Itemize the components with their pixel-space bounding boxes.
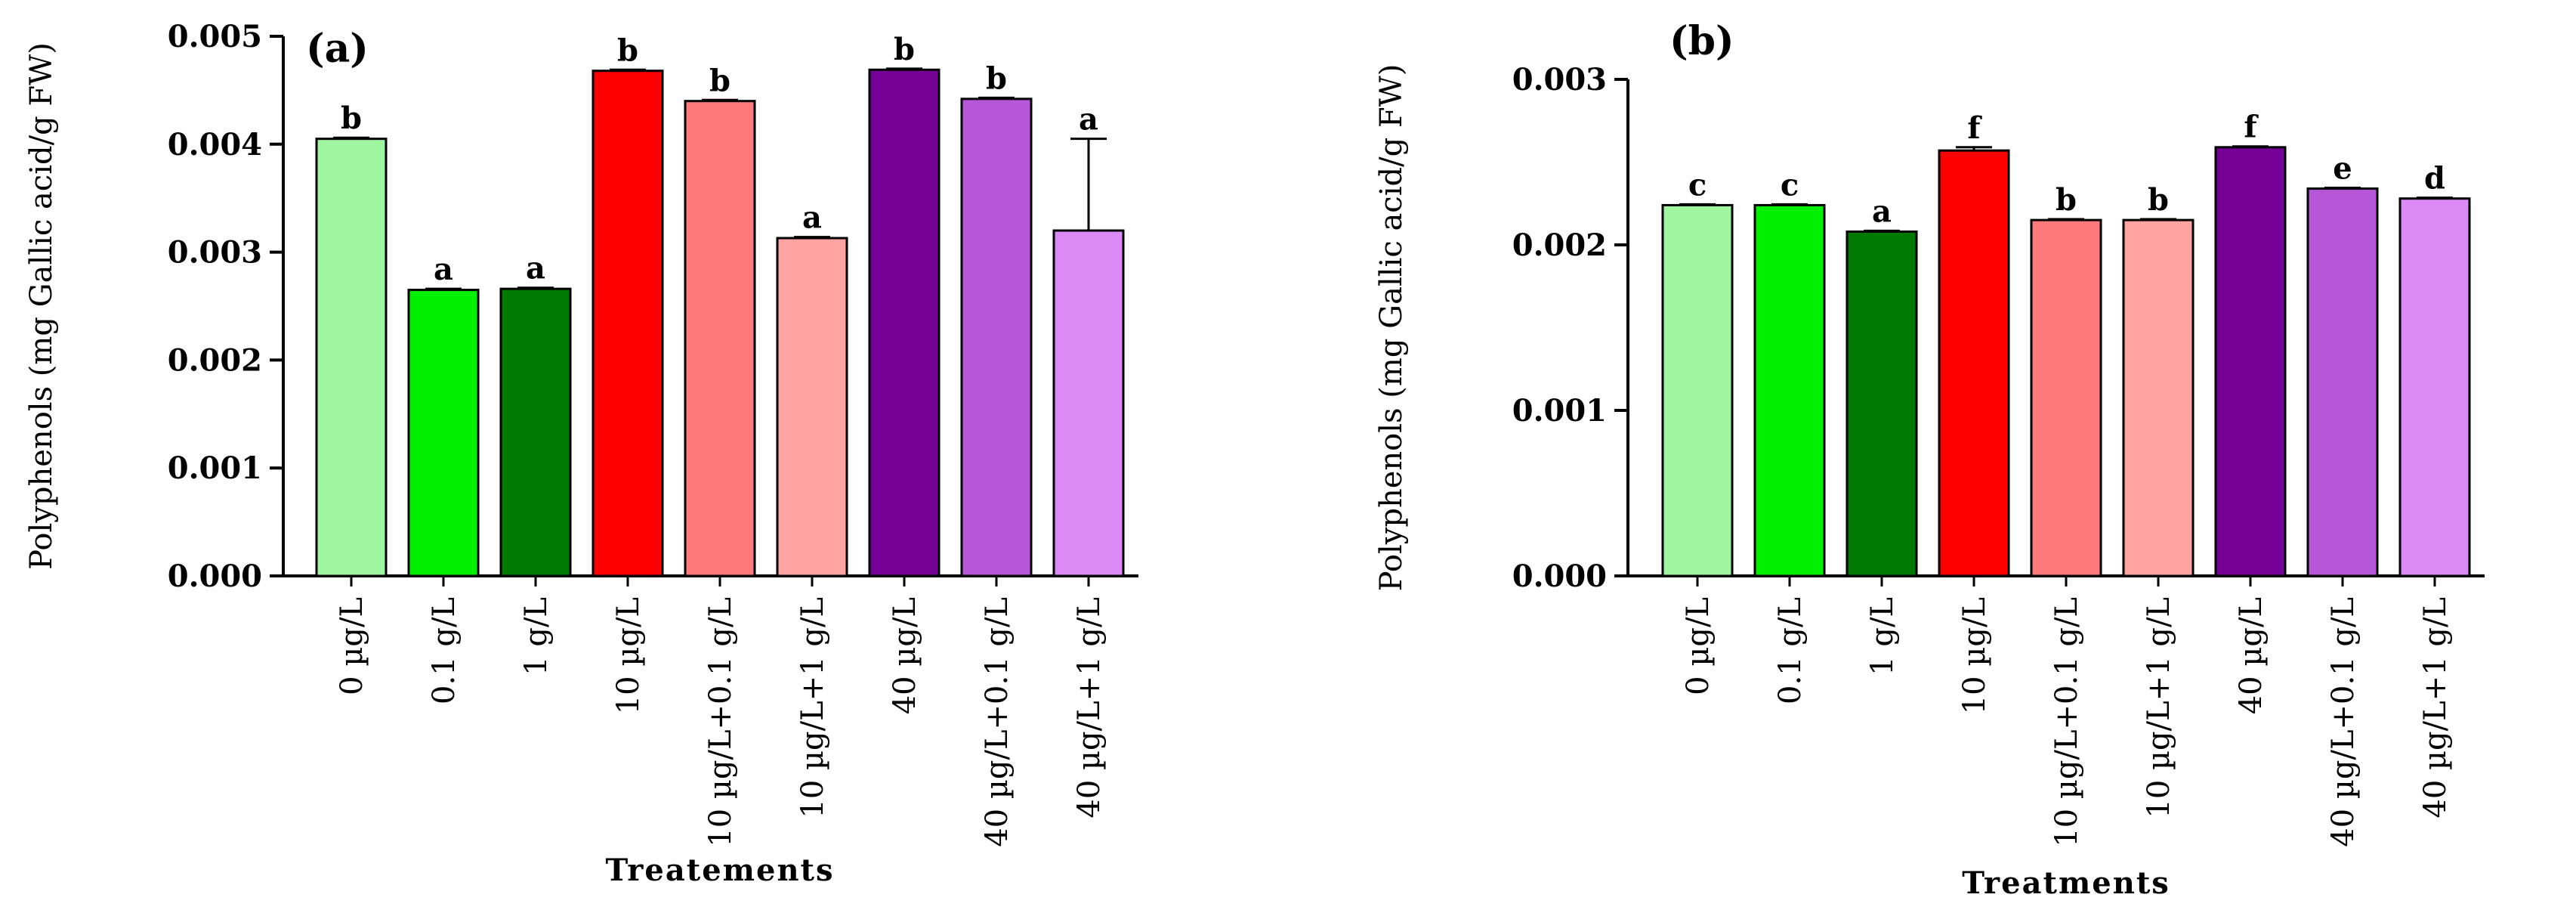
y-tick-label: 0.001 bbox=[168, 450, 262, 486]
x-tick-label: 10 µg/L+0.1 g/L bbox=[2049, 597, 2084, 847]
x-tick-label: 10 µg/L+1 g/L bbox=[2142, 597, 2176, 819]
x-tick-label: 40 µg/L+1 g/L bbox=[2418, 597, 2453, 819]
bar bbox=[2306, 187, 2379, 577]
y-tick-label: 0.004 bbox=[168, 127, 262, 162]
x-tick-label: 10 µg/L bbox=[611, 597, 646, 714]
y-tick-label: 0.003 bbox=[1512, 62, 1607, 97]
x-axis-title: Treatements bbox=[605, 853, 834, 888]
significance-letter: a bbox=[1079, 102, 1098, 138]
y-axis-title: Polyphenols (mg Gallic acid/g FW) bbox=[1374, 64, 1409, 592]
panel-label: (a) bbox=[306, 26, 369, 72]
y-tick-label: 0.002 bbox=[168, 342, 262, 378]
bar bbox=[315, 138, 388, 577]
x-tick-label: 40 µg/L bbox=[888, 597, 922, 714]
bar bbox=[1753, 203, 1826, 577]
x-tick-label: 40 µg/L bbox=[2234, 597, 2269, 714]
y-tick-label: 0.000 bbox=[1512, 559, 1607, 594]
significance-letter: b bbox=[341, 101, 362, 136]
significance-letter: b bbox=[2056, 182, 2077, 218]
bar bbox=[960, 97, 1033, 577]
x-tick-label: 10 µg/L bbox=[1957, 597, 1992, 714]
x-tick-label: 40 µg/L+0.1 g/L bbox=[980, 597, 1015, 847]
significance-letter: f bbox=[1967, 110, 1982, 146]
significance-letter: b bbox=[2148, 182, 2169, 218]
bar bbox=[1938, 149, 2010, 577]
significance-letter: a bbox=[434, 252, 453, 287]
x-tick-label: 10 µg/L+0.1 g/L bbox=[703, 597, 738, 847]
bar bbox=[2398, 197, 2471, 577]
y-tick-label: 0.001 bbox=[1512, 393, 1607, 429]
significance-letter: b bbox=[617, 32, 638, 68]
bar bbox=[1661, 203, 1734, 577]
x-tick-label: 1 g/L bbox=[519, 597, 554, 676]
bar bbox=[499, 287, 572, 577]
chart-panel-b: 0.000 0.001 0.002 0.003 c 0 µg/L c 0.1 g/L a 1 g/… bbox=[1374, 18, 2485, 901]
bar bbox=[868, 68, 941, 577]
bar bbox=[407, 289, 480, 577]
chart-panel-a: 0.000 0.001 0.002 0.003 0.004 0.005 b 0 µg/L a 0.… bbox=[24, 19, 1138, 888]
significance-letter: a bbox=[802, 200, 822, 236]
x-axis-title: Treatments bbox=[1962, 865, 2170, 901]
significance-letter: c bbox=[1688, 167, 1707, 203]
significance-letter: d bbox=[2424, 161, 2445, 197]
bar bbox=[1052, 229, 1125, 577]
bar bbox=[2030, 218, 2102, 577]
x-tick-label: 0.1 g/L bbox=[427, 597, 462, 704]
bar bbox=[1846, 230, 1918, 577]
y-tick-label: 0.000 bbox=[168, 559, 262, 594]
significance-letter: a bbox=[1872, 193, 1892, 229]
significance-letter: b bbox=[709, 63, 730, 98]
bar bbox=[2214, 146, 2287, 577]
x-tick-label: 0 µg/L bbox=[1681, 597, 1716, 695]
bar bbox=[684, 100, 756, 577]
x-tick-label: 40 µg/L+1 g/L bbox=[1072, 597, 1107, 819]
bar bbox=[776, 237, 848, 577]
y-tick-label: 0.005 bbox=[168, 19, 262, 54]
panel-label: (b) bbox=[1669, 18, 1734, 64]
x-tick-label: 1 g/L bbox=[1865, 597, 1900, 676]
significance-letter: f bbox=[2244, 110, 2259, 145]
bar bbox=[591, 70, 664, 577]
significance-letter: c bbox=[1781, 167, 1799, 203]
bar bbox=[2122, 218, 2195, 577]
significance-letter: e bbox=[2333, 150, 2352, 186]
significance-letter: b bbox=[894, 32, 915, 67]
x-tick-label: 40 µg/L+0.1 g/L bbox=[2326, 597, 2361, 847]
x-tick-label: 0 µg/L bbox=[335, 597, 369, 695]
significance-letter: a bbox=[526, 251, 545, 286]
y-axis-title: Polyphenols (mg Gallic acid/g FW) bbox=[24, 42, 59, 570]
significance-letter: b bbox=[986, 60, 1007, 96]
x-tick-label: 0.1 g/L bbox=[1773, 597, 1808, 704]
x-tick-label: 10 µg/L+1 g/L bbox=[795, 597, 830, 819]
y-tick-label: 0.002 bbox=[1512, 227, 1607, 263]
y-tick-label: 0.003 bbox=[168, 235, 262, 271]
